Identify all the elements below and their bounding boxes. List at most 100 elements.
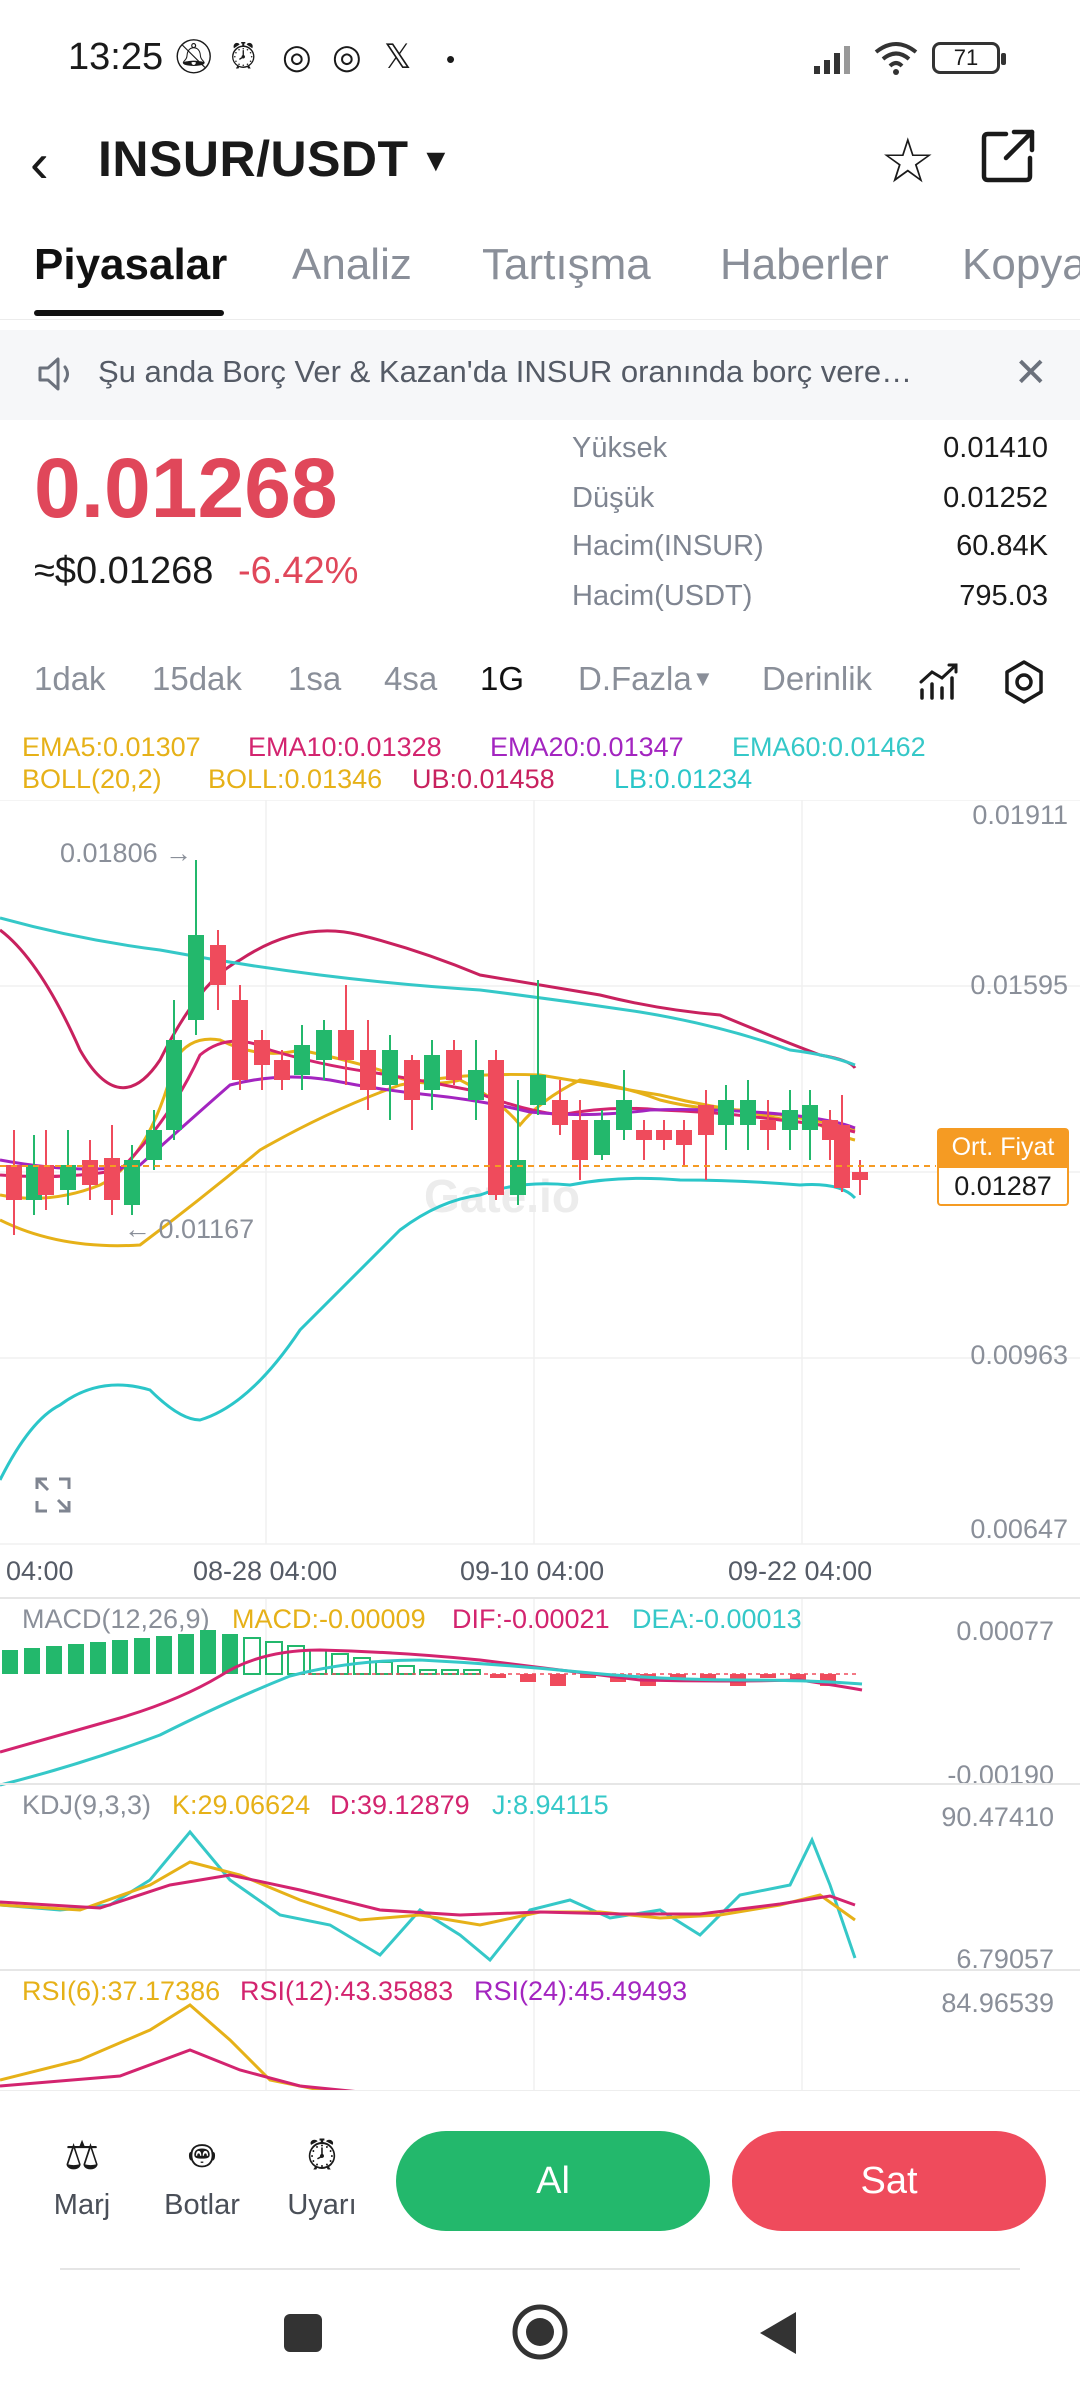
- sell-button[interactable]: Sat: [732, 2131, 1046, 2231]
- kdj-title: KDJ(9,3,3): [22, 1790, 151, 1820]
- settings-icon[interactable]: [1000, 658, 1048, 706]
- interval-15m[interactable]: 15dak: [152, 660, 242, 697]
- main-chart-grid: [0, 800, 1080, 2092]
- stat-volume-base-label: Hacim(INSUR): [572, 530, 764, 562]
- alarm-icon: ⏰︎: [230, 38, 257, 76]
- x-axis-label: 09-22 04:00: [728, 1556, 872, 1586]
- kdj-d: D:39.12879: [330, 1790, 470, 1820]
- legend-ema20: EMA20:0.01347: [490, 732, 684, 762]
- macd-dea-line: [0, 1658, 863, 1787]
- stat-high-label: Yüksek: [572, 432, 668, 464]
- avg-price-tag: Ort. Fiyat 0.01287: [937, 1128, 1069, 1208]
- indicator-icon[interactable]: [918, 662, 962, 702]
- legend-lb: LB:0.01234: [614, 764, 753, 794]
- y-axis-label: 0.01595: [970, 970, 1068, 1000]
- stat-low-label: Düşük: [572, 482, 655, 514]
- notice-banner[interactable]: Şu anda Borç Ver & Kazan'da INSUR oranın…: [0, 330, 1080, 420]
- legend-ema5: EMA5:0.01307: [22, 732, 201, 762]
- legend-boll-mid: BOLL:0.01346: [208, 764, 383, 794]
- stat-low-value: 0.01252: [943, 482, 1048, 514]
- usd-price: ≈$0.01268: [34, 550, 214, 592]
- active-tab-indicator: [34, 310, 224, 316]
- back-nav-icon[interactable]: [756, 2308, 800, 2358]
- x-axis-label: 08-28 04:00: [193, 1556, 337, 1586]
- macd-y-max: 0.00077: [956, 1616, 1054, 1646]
- divider: [60, 2268, 1020, 2270]
- legend-boll: BOLL(20,2): [22, 764, 162, 794]
- last-price: 0.01268: [34, 441, 338, 535]
- tab-news[interactable]: Haberler: [720, 240, 889, 289]
- star-icon[interactable]: ☆: [880, 127, 936, 196]
- expand-icon[interactable]: [34, 1476, 72, 1514]
- tab-markets[interactable]: Piyasalar: [34, 240, 228, 289]
- header: ‹ INSUR/USDT ▼ ☆: [0, 110, 1080, 230]
- stat-volume-base-value: 60.84K: [956, 530, 1048, 562]
- boll-lower-line: [0, 1176, 857, 1481]
- y-axis-label: 0.01911: [972, 800, 1068, 830]
- rsi-y-max: 84.96539: [941, 1988, 1054, 2018]
- bottom-action-bar: ⚖︎ Marj 🤖︎ Botlar ⏰︎ Uyarı Al Sat: [0, 2090, 1080, 2270]
- status-time: 13:25: [68, 36, 164, 78]
- avg-price-label: Ort. Fiyat: [937, 1128, 1069, 1166]
- macd-histogram: [2, 1630, 836, 1686]
- stat-volume-quote-label: Hacim(USDT): [572, 580, 753, 612]
- tab-bar: Piyasalar Analiz Tartışma Haberler Kopya: [0, 230, 1080, 320]
- interval-depth[interactable]: Derinlik: [762, 660, 873, 697]
- battery-icon: 71: [932, 42, 1006, 74]
- sync-icon: ◎: [332, 38, 362, 76]
- kdj-y-max: 90.47410: [941, 1802, 1054, 1832]
- chevron-down-icon[interactable]: ▼: [692, 666, 714, 691]
- interval-1d[interactable]: 1G: [480, 660, 525, 697]
- home-icon[interactable]: [510, 2302, 570, 2362]
- close-icon[interactable]: ✕: [1014, 351, 1048, 395]
- rsi6: RSI(6):37.17386: [22, 1976, 220, 2006]
- share-icon[interactable]: [978, 126, 1038, 186]
- legend-ema10: EMA10:0.01328: [248, 732, 442, 762]
- stat-high-value: 0.01410: [943, 432, 1048, 464]
- macd-dif: DIF:-0.00021: [452, 1604, 610, 1634]
- interval-1m[interactable]: 1dak: [34, 660, 106, 697]
- interval-bar: 1dak 15dak 1sa 4sa 1G D.Fazla ▼ Derinlik: [0, 640, 1080, 720]
- interval-more[interactable]: D.Fazla: [578, 660, 692, 697]
- high-price-marker: 0.01806 →: [60, 838, 192, 868]
- margin-button[interactable]: ⚖︎ Marj: [32, 2131, 132, 2222]
- macd-dea: DEA:-0.00013: [632, 1604, 802, 1634]
- ema60-line: [0, 916, 856, 1067]
- interval-1h[interactable]: 1sa: [288, 660, 342, 697]
- rsi12-line: [0, 2048, 361, 2092]
- rsi12: RSI(12):43.35883: [240, 1976, 453, 2006]
- alerts-button[interactable]: ⏰︎ Uyarı: [272, 2131, 372, 2222]
- chart-area[interactable]: Gate.io 0.01806 → ← 0.01167 0.01911 0.01…: [0, 800, 1080, 2092]
- avg-price-value: 0.01287: [937, 1166, 1069, 1206]
- change-percent: -6.42%: [238, 550, 359, 592]
- macd-title: MACD(12,26,9): [22, 1604, 210, 1634]
- wifi-icon: [874, 42, 918, 75]
- system-nav-bar: [0, 2272, 1080, 2400]
- rsi6-line: [0, 2003, 331, 2092]
- bots-button[interactable]: 🤖︎ Botlar: [152, 2131, 252, 2222]
- tab-copy[interactable]: Kopya: [962, 240, 1080, 289]
- robot-icon: 🤖︎: [190, 2134, 214, 2178]
- y-axis-label: 0.00963: [970, 1340, 1068, 1370]
- kdj-k-line: [0, 1860, 856, 1927]
- status-bar: 13:25 🔕︎ ⏰︎ ◎ ◎ 𝕏 • 71: [0, 0, 1080, 110]
- recents-icon[interactable]: [282, 2312, 324, 2354]
- alarm-bell-icon: ⏰︎: [306, 2134, 338, 2178]
- y-axis-label: 0.00647: [970, 1514, 1068, 1544]
- notice-text: Şu anda Borç Ver & Kazan'da INSUR oranın…: [98, 354, 913, 389]
- tab-discussion[interactable]: Tartışma: [482, 240, 651, 289]
- kdj-j: J:8.94115: [492, 1790, 609, 1820]
- x-logo-icon: 𝕏: [384, 38, 412, 76]
- kdj-j-line: [0, 1829, 857, 1963]
- legend-ub: UB:0.01458: [412, 764, 555, 794]
- candlestick-series: [6, 860, 868, 1235]
- pair-title[interactable]: INSUR/USDT: [98, 131, 409, 187]
- tab-analysis[interactable]: Analiz: [292, 240, 412, 289]
- x-axis-label: 09-10 04:00: [460, 1556, 604, 1586]
- buy-button[interactable]: Al: [396, 2131, 710, 2231]
- signal-icon: [814, 46, 850, 74]
- pair-dropdown-icon[interactable]: ▼: [420, 142, 452, 178]
- back-arrow-icon[interactable]: ‹: [30, 131, 49, 194]
- stat-volume-quote-value: 795.03: [959, 580, 1048, 612]
- interval-4h[interactable]: 4sa: [384, 660, 438, 697]
